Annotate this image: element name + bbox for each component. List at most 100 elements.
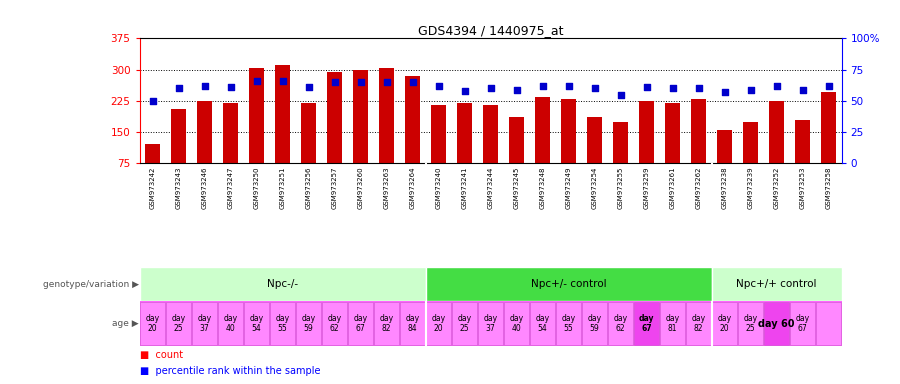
Text: day
37: day 37: [483, 314, 498, 333]
Text: GSM973264: GSM973264: [410, 166, 416, 209]
Text: age ▶: age ▶: [112, 319, 139, 328]
Bar: [608, 302, 634, 345]
Point: [613, 91, 627, 98]
Bar: [328, 72, 342, 163]
Text: GSM973243: GSM973243: [176, 166, 182, 209]
Text: GSM973253: GSM973253: [799, 166, 806, 209]
Text: ■  percentile rank within the sample: ■ percentile rank within the sample: [140, 366, 320, 376]
Bar: [796, 119, 810, 163]
Bar: [556, 302, 581, 345]
Text: GSM973238: GSM973238: [722, 166, 727, 209]
Bar: [764, 302, 789, 345]
Point: [665, 85, 680, 91]
Text: GSM973261: GSM973261: [670, 166, 676, 209]
Bar: [530, 302, 555, 345]
Text: day
67: day 67: [354, 314, 367, 333]
Point: [717, 89, 732, 95]
Point: [171, 85, 185, 91]
Text: day
40: day 40: [509, 314, 524, 333]
Text: GSM973255: GSM973255: [617, 166, 624, 209]
Bar: [140, 302, 166, 345]
Bar: [478, 302, 503, 345]
Title: GDS4394 / 1440975_at: GDS4394 / 1440975_at: [418, 24, 563, 37]
Text: Npc-/-: Npc-/-: [267, 279, 298, 289]
Bar: [223, 103, 238, 163]
Text: day
84: day 84: [405, 314, 419, 333]
Bar: [743, 122, 758, 163]
Bar: [483, 105, 498, 163]
Bar: [660, 302, 685, 345]
Bar: [244, 302, 269, 345]
Point: [354, 79, 368, 85]
Text: day
62: day 62: [328, 314, 342, 333]
Bar: [431, 105, 446, 163]
Text: genotype/variation ▶: genotype/variation ▶: [43, 280, 139, 289]
Point: [562, 83, 576, 89]
Bar: [770, 101, 784, 163]
Text: GSM973245: GSM973245: [514, 166, 519, 209]
Point: [691, 85, 706, 91]
Text: GSM973252: GSM973252: [773, 166, 779, 209]
Text: day
62: day 62: [614, 314, 627, 333]
Point: [379, 79, 393, 85]
Bar: [822, 93, 836, 163]
Text: GSM973250: GSM973250: [254, 166, 259, 209]
Bar: [562, 99, 576, 163]
Text: day
81: day 81: [665, 314, 680, 333]
Bar: [665, 103, 680, 163]
Point: [822, 83, 836, 89]
Text: day
55: day 55: [275, 314, 290, 333]
Text: GSM973257: GSM973257: [331, 166, 338, 209]
Point: [536, 83, 550, 89]
Text: day
25: day 25: [457, 314, 472, 333]
Point: [197, 83, 211, 89]
Text: GSM973260: GSM973260: [357, 166, 364, 209]
Bar: [634, 302, 659, 345]
Bar: [171, 109, 185, 163]
Text: GSM973248: GSM973248: [539, 166, 545, 209]
Text: GSM973241: GSM973241: [462, 166, 467, 209]
Text: day
37: day 37: [197, 314, 211, 333]
Bar: [270, 302, 295, 345]
Text: day
82: day 82: [380, 314, 393, 333]
Point: [145, 98, 159, 104]
Bar: [192, 302, 217, 345]
Text: day
40: day 40: [223, 314, 238, 333]
Bar: [146, 144, 159, 163]
Text: day
59: day 59: [302, 314, 316, 333]
Bar: [197, 101, 211, 163]
Text: GSM973247: GSM973247: [228, 166, 233, 209]
Text: day
20: day 20: [717, 314, 732, 333]
Bar: [322, 302, 347, 345]
Bar: [354, 70, 368, 163]
Bar: [639, 101, 653, 163]
Text: GSM973244: GSM973244: [488, 166, 493, 209]
Text: GSM973240: GSM973240: [436, 166, 442, 209]
Text: Npc+/+ control: Npc+/+ control: [736, 279, 817, 289]
Point: [796, 86, 810, 93]
Bar: [686, 302, 711, 345]
Bar: [691, 99, 706, 163]
Text: day
25: day 25: [171, 314, 185, 333]
Bar: [426, 302, 451, 345]
Point: [770, 83, 784, 89]
Text: ■  count: ■ count: [140, 350, 183, 360]
Text: day
25: day 25: [743, 314, 758, 333]
Point: [275, 78, 290, 84]
Bar: [509, 118, 524, 163]
Text: GSM973256: GSM973256: [305, 166, 311, 209]
Text: GSM973239: GSM973239: [748, 166, 753, 209]
Bar: [536, 97, 550, 163]
Text: day
82: day 82: [691, 314, 706, 333]
Bar: [614, 122, 627, 163]
Text: day
67: day 67: [639, 314, 654, 333]
Bar: [504, 302, 529, 345]
Bar: [717, 130, 732, 163]
Bar: [166, 302, 191, 345]
Text: day
54: day 54: [536, 314, 550, 333]
Bar: [738, 302, 763, 345]
Bar: [400, 302, 425, 345]
Text: day 60: day 60: [758, 318, 795, 329]
Text: Npc+/- control: Npc+/- control: [531, 279, 607, 289]
Point: [639, 84, 653, 90]
